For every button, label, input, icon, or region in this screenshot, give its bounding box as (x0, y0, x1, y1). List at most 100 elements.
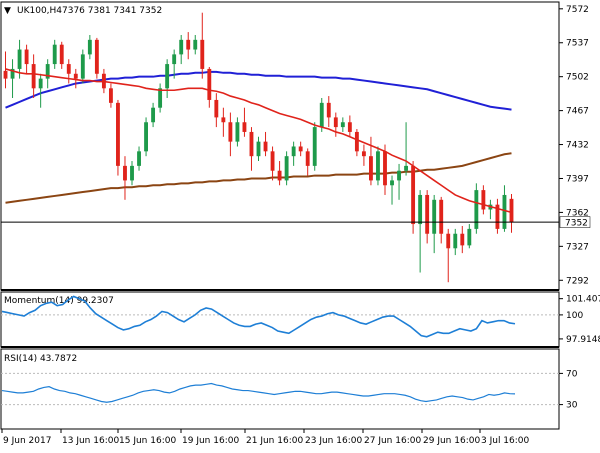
candle-body (242, 122, 247, 132)
candle (474, 183, 479, 234)
time-tick-label: 21 Jun 16:00 (246, 436, 303, 446)
candle-body (502, 194, 507, 229)
candle (45, 59, 50, 89)
candle-body (369, 156, 373, 181)
candle-body (116, 102, 120, 166)
candle-body (123, 165, 127, 181)
candle (87, 34, 92, 60)
candle-body (200, 39, 205, 69)
candle (66, 59, 71, 84)
candle (411, 161, 416, 234)
time-tick-label: 13 Jun 16:00 (62, 436, 119, 446)
candle (509, 193, 514, 233)
candle (460, 225, 465, 254)
candle (73, 68, 78, 89)
candle-body (52, 44, 57, 65)
candle-body (80, 54, 85, 79)
candle-body (186, 39, 191, 50)
sma-fast-line (5, 68, 512, 214)
candle (361, 144, 366, 166)
candle (193, 34, 198, 55)
candle-body (10, 68, 15, 79)
candle (502, 185, 507, 232)
momentum-tick-label: 101.4076 (566, 295, 600, 305)
candle (347, 115, 352, 137)
candle (397, 163, 401, 200)
candle-body (291, 146, 296, 157)
candle (94, 37, 99, 79)
candle (298, 141, 303, 157)
candle-body (432, 199, 437, 234)
candle (3, 51, 8, 89)
rsi-axis: 70 30 (1, 369, 578, 411)
price-tick-label: 7502 (566, 73, 589, 83)
candle-body (383, 151, 387, 186)
candle (228, 112, 233, 157)
candle (235, 117, 240, 147)
candle (404, 122, 409, 176)
candle-body (509, 198, 514, 223)
candle-body (460, 233, 465, 246)
candle (10, 59, 15, 99)
rsi-tick-label: 70 (566, 369, 578, 379)
candle (263, 131, 268, 157)
price-tick-label: 7432 (566, 141, 589, 151)
candle (123, 156, 127, 200)
candle-body (165, 64, 170, 89)
rsi-line (1, 382, 516, 403)
candle-body (474, 190, 479, 229)
candles-group (3, 12, 514, 283)
candle-body (31, 64, 36, 89)
candle-body (59, 44, 64, 65)
candle-body (467, 228, 472, 246)
candle (383, 144, 387, 195)
price-tick-label: 7572 (566, 5, 589, 15)
candle (172, 49, 177, 79)
candle-body (418, 194, 423, 225)
candle-body (340, 122, 345, 128)
candle-body (221, 117, 226, 123)
candle (207, 66, 212, 108)
time-tick-label: 9 Jun 2017 (3, 436, 51, 446)
sma-mid-line (5, 70, 512, 111)
sma-mid-path (5, 70, 512, 111)
candle-body (333, 117, 338, 128)
candle (481, 185, 486, 215)
candle (495, 198, 500, 234)
price-header: ▼ UK100,H4 7376 7381 7341 7352 (4, 6, 162, 16)
candle (52, 39, 57, 69)
candle-body (3, 70, 8, 79)
price-tick-label: 7362 (566, 208, 589, 218)
price-tick-label: 7292 (566, 276, 589, 286)
rsi-title: RSI(14) 43.7872 (4, 354, 77, 364)
candle-body (312, 127, 317, 166)
candle-body (158, 88, 163, 108)
ohlc-values: 7376 7381 7341 7352 (62, 6, 162, 16)
candle-body (376, 151, 380, 181)
candle-body (411, 165, 416, 225)
time-tick-label: 19 Jun 16:00 (182, 436, 239, 446)
momentum-axis: 101.4076 100 97.9148 (1, 295, 600, 345)
time-axis: 9 Jun 2017 13 Jun 16:00 15 Jun 16:00 19 Jun… (1, 429, 530, 446)
candle (312, 122, 317, 171)
candle-body (347, 122, 352, 132)
candle-body (354, 131, 359, 152)
momentum-tick-label: 100 (566, 311, 583, 321)
candle-body (137, 151, 141, 166)
candle-body (38, 78, 43, 89)
candle-body (425, 194, 430, 234)
momentum-tick-label: 97.9148 (566, 335, 600, 345)
candle (242, 107, 247, 137)
candle-body (404, 165, 409, 171)
symbol-title: UK100,H4 (17, 6, 62, 16)
candle (186, 32, 191, 60)
candle-body (263, 141, 268, 152)
candle-body (94, 39, 99, 74)
candle (418, 190, 423, 273)
candle-body (235, 122, 240, 142)
candle (425, 190, 430, 244)
candle (200, 12, 205, 79)
candle-body (214, 99, 219, 118)
